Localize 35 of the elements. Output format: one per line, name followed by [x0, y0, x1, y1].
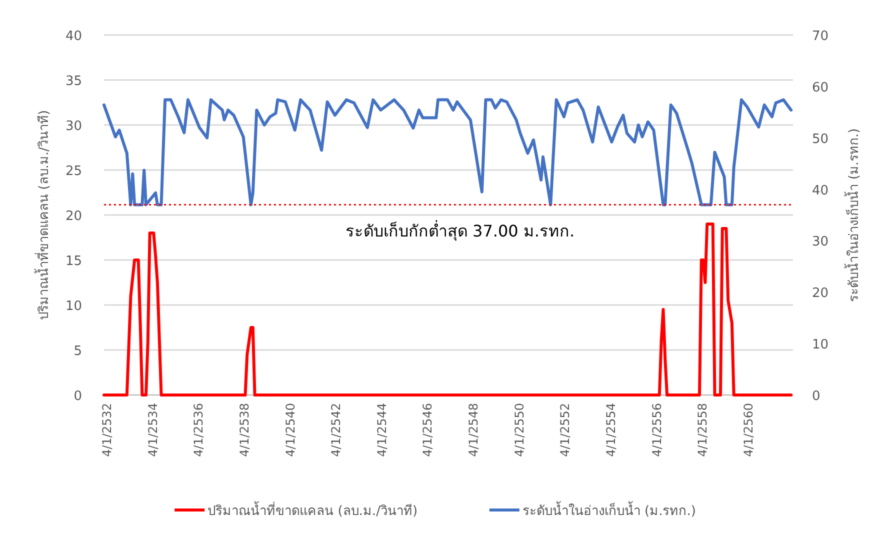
- x-tick: 4/1/2542: [329, 403, 344, 457]
- y-tick: 40: [65, 29, 82, 44]
- y-tick: 35: [65, 74, 82, 89]
- y-tick: 5: [74, 344, 82, 359]
- y-tick: 25: [65, 164, 82, 179]
- x-tick: 4/1/2540: [283, 403, 298, 457]
- y-tick: 15: [65, 254, 82, 269]
- y2-tick: 70: [812, 29, 829, 44]
- x-tick: 4/1/2538: [238, 403, 252, 457]
- x-tick: 4/1/2532: [100, 403, 114, 457]
- x-tick: 4/1/2536: [192, 403, 206, 457]
- x-tick: 4/1/2554: [604, 403, 618, 457]
- y2-tick: 0: [812, 389, 820, 404]
- x-tick: 4/1/2548: [466, 403, 481, 457]
- x-tick: 4/1/2558: [696, 403, 710, 457]
- y2-tick: 10: [812, 338, 829, 353]
- y2-tick: 40: [812, 183, 829, 198]
- y2-tick: 30: [812, 234, 829, 250]
- x-tick: 4/1/2544: [374, 403, 389, 457]
- y2-tick: 20: [812, 286, 829, 302]
- x-tick: 4/1/2534: [146, 403, 160, 457]
- ref-label: ระดับเก็บกักต่ำสุด 37.00 ม.รทก.: [345, 222, 575, 241]
- legend-label: ระดับน้ำในอ่างเก็บน้ำ (ม.รทก.): [522, 501, 696, 519]
- x-tick: 4/1/2552: [558, 403, 572, 457]
- x-tick: 4/1/2556: [650, 403, 664, 457]
- legend-label: ปริมาณน้ำที่ขาดแคลน (ลบ.ม./วินาที): [208, 501, 418, 519]
- y-tick: 0: [74, 389, 82, 404]
- x-tick: 4/1/2546: [420, 403, 435, 457]
- x-tick: 4/1/2560: [741, 403, 756, 457]
- x-tick: 4/1/2550: [512, 403, 526, 457]
- y-tick: 30: [65, 119, 82, 134]
- y2-tick: 50: [812, 132, 829, 147]
- y2-tick: 60: [812, 80, 829, 96]
- y-tick: 10: [65, 299, 82, 314]
- y-tick: 20: [65, 209, 82, 224]
